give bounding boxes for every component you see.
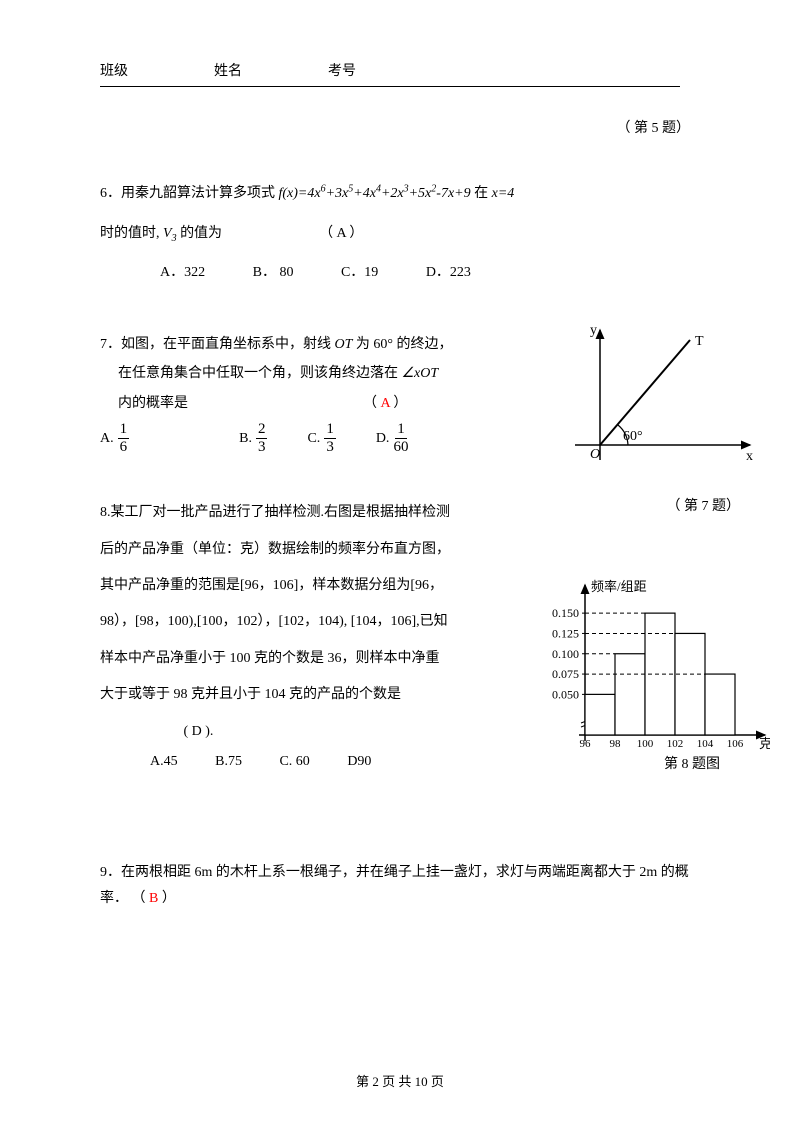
svg-text:0.100: 0.100 (552, 647, 579, 661)
q9-answer-letter: B (149, 891, 158, 906)
header-rule (100, 86, 680, 87)
examno-label: 考号 (328, 60, 356, 80)
q7-opt-b-frac: 23 (256, 422, 268, 455)
q6-pre: 6．用秦九韶算法计算多项式 (100, 186, 279, 201)
page-footer: 第 2 页 共 10 页 (0, 1071, 800, 1090)
question-8: 8.某工厂对一批产品进行了抽样检测.右图是根据抽样检测后的产品净重（单位：克）数… (100, 495, 700, 770)
q8-caption: 第 8 题图 (664, 753, 720, 773)
svg-text:102: 102 (667, 738, 684, 750)
q6-options: A．322 B． 80 C．19 D．223 (100, 256, 700, 290)
q7-opt-d-frac: 160 (393, 422, 408, 455)
q8-opt-d: D90 (347, 754, 371, 770)
q7-opt-a: A. 16 (100, 422, 129, 455)
question-7: 7．如图，在平面直角坐标系中，射线 OT 为 60° 的终边， 在任意角集合中任… (100, 330, 700, 455)
q6-xeq: x=4 (492, 186, 515, 201)
content-area: 6．用秦九韶算法计算多项式 f(x)=4x6+3x5+4x4+2x3+5x2-7… (100, 177, 700, 913)
q7-opt-c: C. 13 (307, 422, 335, 455)
q7-answer-letter: A (381, 396, 390, 411)
q6-opt-d: D．223 (426, 256, 471, 290)
q6-stem: 6．用秦九韶算法计算多项式 f(x)=4x6+3x5+4x4+2x3+5x2-7… (100, 177, 700, 211)
q7-opt-a-frac: 16 (118, 422, 130, 455)
q8-text: 8.某工厂对一批产品进行了抽样检测.右图是根据抽样检测后的产品净重（单位：克）数… (100, 495, 450, 750)
q8-body: 8.某工厂对一批产品进行了抽样检测.右图是根据抽样检测后的产品净重（单位：克）数… (100, 505, 450, 702)
q7-opt-b-letter: B. (239, 431, 252, 447)
svg-text:104: 104 (697, 738, 714, 750)
svg-text:频率/组距: 频率/组距 (591, 579, 647, 594)
q6-line2-pre: 时的值时, (100, 226, 163, 241)
q8-figure: 0.050 0.075 0.100 0.125 0.150 96 98 100 102 104 10… (530, 575, 770, 775)
svg-text:0.075: 0.075 (552, 667, 579, 681)
q7-text: 7．如图，在平面直角坐标系中，射线 OT 为 60° 的终边， 在任意角集合中任… (100, 330, 460, 418)
question-6: 6．用秦九韶算法计算多项式 f(x)=4x6+3x5+4x4+2x3+5x2-7… (100, 177, 700, 290)
q6-answer: （ A ） (319, 226, 363, 241)
q8-opt-c: C. 60 (279, 754, 309, 770)
q6-at: 在 (474, 186, 492, 201)
q7-line2: 在任意角集合中任取一个角，则该角终边落在 ∠xOT (100, 359, 460, 388)
q7-line1: 7．如图，在平面直角坐标系中，射线 OT 为 60° 的终边， (100, 330, 460, 359)
q7-opt-d-letter: D. (376, 431, 390, 447)
q6-line2-post: 的值为 (180, 226, 222, 241)
q6-opt-b: B． 80 (253, 256, 294, 290)
svg-text:克: 克 (759, 736, 770, 751)
svg-text:96: 96 (580, 738, 592, 750)
exam-header: 班级 姓名 考号 (100, 60, 700, 80)
svg-text:0.125: 0.125 (552, 627, 579, 641)
q7-y-label: y (590, 323, 597, 338)
q9-text: 9．在两根相距 6m 的木杆上系一根绳子，并在绳子上挂一盏灯，求灯与两端距离都大… (100, 865, 689, 907)
q8-opt-a: A.45 (150, 754, 178, 770)
q6-poly: f(x)=4x6+3x5+4x4+2x3+5x2-7x+9 (279, 186, 471, 201)
svg-text:0.050: 0.050 (552, 688, 579, 702)
q7-opt-b: B. 23 (239, 422, 267, 455)
name-label: 姓名 (214, 60, 242, 80)
q7-paren-l: （ (363, 396, 381, 411)
name-blank (250, 60, 320, 80)
q8-svg: 0.050 0.075 0.100 0.125 0.150 96 98 100 102 104 10… (530, 575, 770, 755)
svg-text:106: 106 (727, 738, 744, 750)
q7-x-label: x (746, 449, 753, 464)
q6-line2: 时的值时, V3 的值为 （ A ） (100, 217, 700, 251)
q5-caption: （ 第 5 题） (100, 117, 700, 137)
q7-svg: 60° O x y T (560, 320, 760, 480)
q9-paren-l: （ (132, 891, 150, 906)
q7-opt-d: D. 160 (376, 422, 409, 455)
q6-v3: V3 (163, 226, 177, 241)
class-label: 班级 (100, 60, 128, 80)
q7-t-label: T (695, 334, 704, 349)
q7-line3-pre: 内的概率是 (118, 396, 188, 411)
q7-opt-c-frac: 13 (324, 422, 336, 455)
svg-text:98: 98 (610, 738, 622, 750)
q7-opt-a-letter: A. (100, 431, 114, 447)
q8-answer: ( D ). (184, 724, 214, 739)
q9-paren-r: ） (158, 891, 176, 906)
q7-opt-c-letter: C. (307, 431, 320, 447)
q7-figure: 60° O x y T (560, 320, 760, 490)
q7-o-label: O (590, 447, 600, 462)
svg-text:100: 100 (637, 738, 654, 750)
q7-paren-r: ） (390, 396, 408, 411)
question-9: 9．在两根相距 6m 的木杆上系一根绳子，并在绳子上挂一盏灯，求灯与两端距离都大… (100, 860, 700, 913)
svg-text:0.150: 0.150 (552, 606, 579, 620)
q6-opt-a: A．322 (160, 256, 205, 290)
q6-opt-c: C．19 (341, 256, 378, 290)
examno-blank (364, 60, 534, 80)
class-blank (136, 60, 206, 80)
q7-angle-label: 60° (623, 429, 643, 444)
q8-opt-b: B.75 (215, 754, 242, 770)
q7-line3: 内的概率是 （ A ） (100, 389, 460, 418)
